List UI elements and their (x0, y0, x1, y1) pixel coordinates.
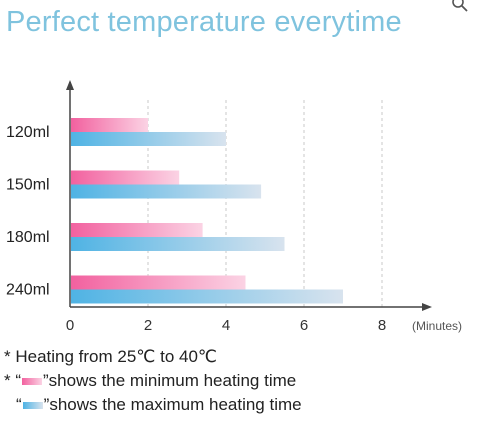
bar-min-120ml (71, 118, 148, 132)
min-legend-swatch (22, 377, 42, 385)
x-axis-arrow (422, 303, 432, 311)
bar-min-150ml (71, 170, 180, 185)
axes (66, 80, 432, 311)
category-label-150ml: 150ml (6, 177, 50, 194)
note-minimum-text: ”shows the minimum heating time (43, 371, 297, 390)
bar-min-240ml (71, 275, 246, 290)
x-tick-label-0: 0 (66, 317, 74, 334)
search-icon[interactable] (448, 0, 472, 16)
x-tick-label-6: 6 (300, 317, 308, 334)
category-label-240ml: 240ml (6, 282, 50, 299)
note-maximum-text: ”shows the maximum heating time (43, 395, 302, 414)
bars (71, 118, 343, 304)
bar-chart: 0 2 4 6 8 120ml 150ml 180ml 240ml (Minutes) (6, 80, 462, 334)
unit-label: (Minutes) (412, 319, 462, 333)
note-maximum-prefix: “ (16, 395, 22, 414)
bar-min-180ml (71, 223, 203, 237)
bar-max-120ml (71, 132, 226, 146)
x-tick-label-8: 8 (378, 317, 386, 334)
grid-lines (147, 100, 383, 307)
note-minimum: * “ ”shows the minimum heating time (4, 369, 302, 393)
x-tick-label-2: 2 (144, 317, 152, 334)
x-tick-label-4: 4 (222, 317, 230, 334)
note-maximum: “ ”shows the maximum heating time (4, 393, 302, 417)
note-temperature: * Heating from 25℃ to 40℃ (4, 347, 218, 366)
category-label-180ml: 180ml (6, 229, 50, 246)
max-legend-swatch (22, 401, 43, 409)
category-label-120ml: 120ml (6, 124, 50, 141)
bar-max-180ml (71, 237, 285, 251)
y-axis-arrow (66, 80, 74, 90)
bar-max-240ml (71, 289, 343, 304)
bar-max-150ml (71, 184, 262, 199)
notes: * Heating from 25℃ to 40℃ * “ ”shows the… (4, 345, 302, 417)
chart-title: Perfect temperature everytime (6, 6, 402, 38)
note-minimum-prefix: * “ (4, 371, 21, 390)
